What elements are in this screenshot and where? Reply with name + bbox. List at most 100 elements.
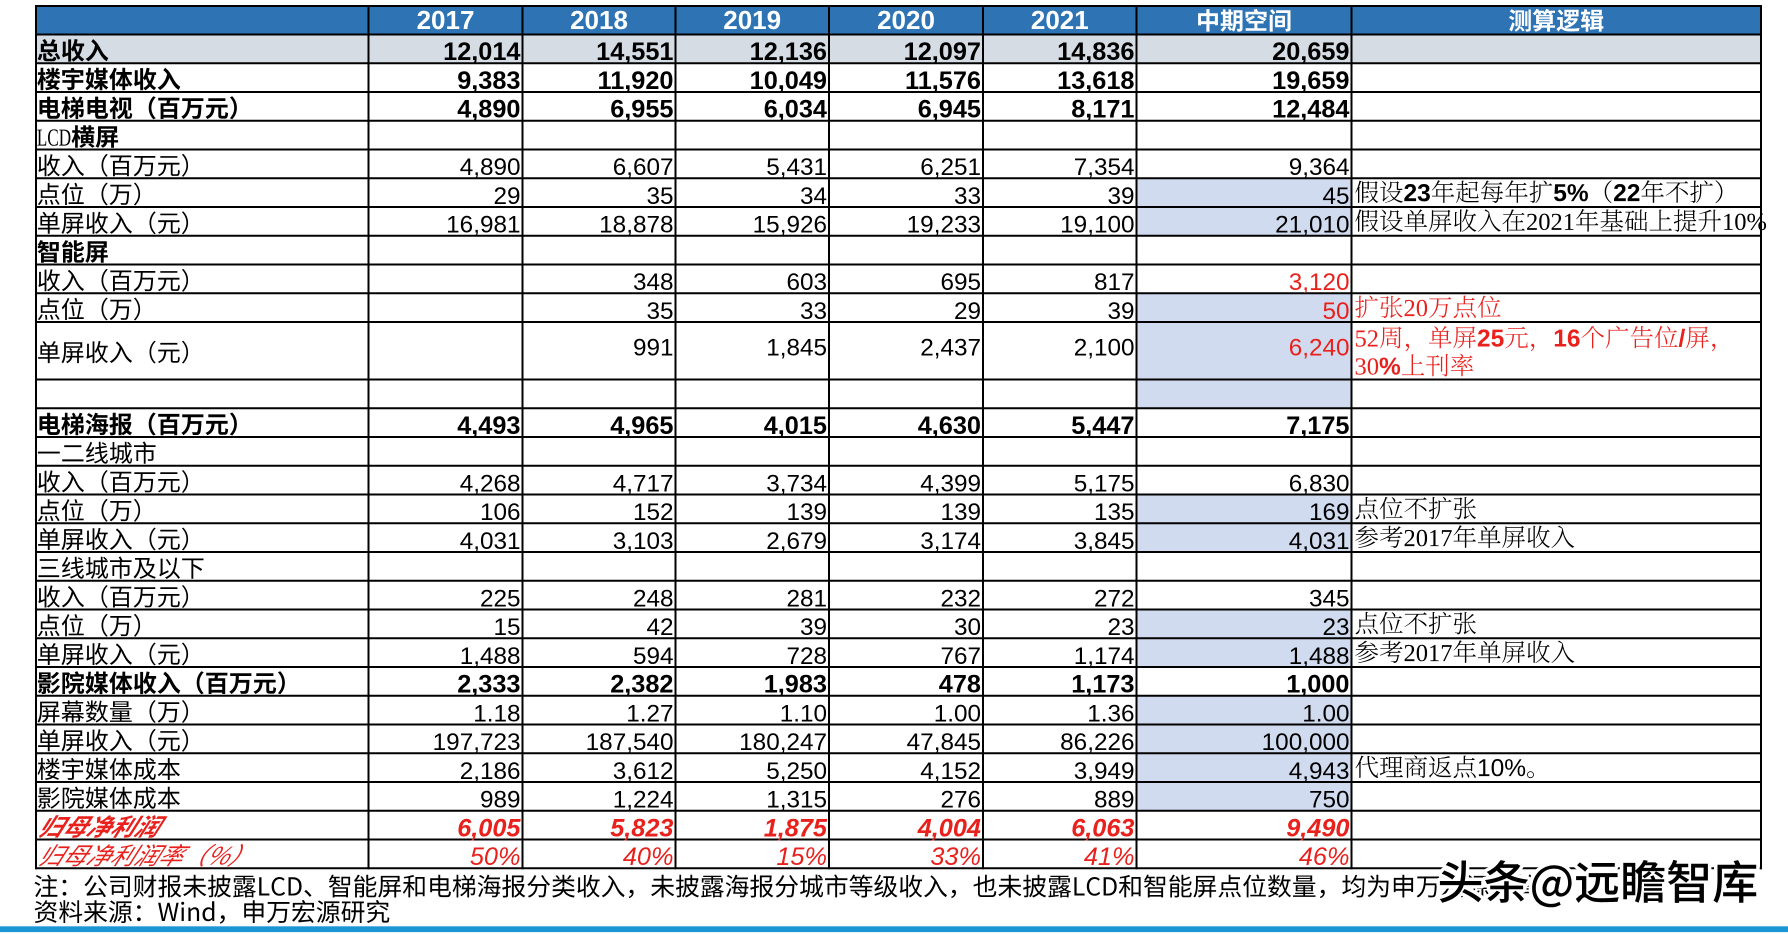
svg-text:5,823: 5,823	[610, 814, 673, 842]
svg-text:6,005: 6,005	[457, 814, 521, 842]
svg-text:4,015: 4,015	[764, 412, 827, 440]
svg-text:1,488: 1,488	[1289, 643, 1350, 670]
svg-text:5,175: 5,175	[1074, 470, 1135, 497]
svg-text:1,845: 1,845	[766, 335, 827, 362]
svg-text:232: 232	[940, 585, 981, 612]
svg-text:187,540: 187,540	[586, 729, 674, 756]
svg-text:169: 169	[1309, 499, 1350, 526]
svg-text:348: 348	[633, 269, 674, 296]
svg-text:1.00: 1.00	[934, 700, 981, 727]
svg-text:2,333: 2,333	[457, 671, 520, 699]
svg-text:1,173: 1,173	[1071, 671, 1134, 699]
svg-text:45: 45	[1322, 183, 1349, 210]
svg-text:152: 152	[633, 499, 674, 526]
svg-text:7,354: 7,354	[1074, 154, 1135, 181]
svg-text:6,251: 6,251	[920, 154, 981, 181]
svg-text:225: 225	[480, 585, 521, 612]
svg-text:1,174: 1,174	[1074, 643, 1135, 670]
svg-text:13,618: 13,618	[1057, 67, 1134, 95]
svg-text:9,490: 9,490	[1286, 814, 1349, 842]
svg-text:197,723: 197,723	[433, 729, 521, 756]
svg-text:33%: 33%	[930, 843, 981, 871]
svg-text:29: 29	[954, 298, 981, 325]
svg-text:41%: 41%	[1084, 843, 1135, 871]
svg-text:9,364: 9,364	[1289, 154, 1350, 181]
svg-text:4,493: 4,493	[457, 412, 520, 440]
svg-text:2020: 2020	[877, 5, 935, 35]
svg-text:18,878: 18,878	[599, 212, 673, 239]
svg-text:180,247: 180,247	[739, 729, 827, 756]
svg-text:19,659: 19,659	[1272, 67, 1349, 95]
svg-text:2019: 2019	[723, 5, 781, 35]
svg-text:1,315: 1,315	[766, 787, 827, 814]
svg-text:14,551: 14,551	[596, 38, 673, 66]
svg-text:4,965: 4,965	[610, 412, 673, 440]
svg-text:47,845: 47,845	[907, 729, 981, 756]
svg-text:4,031: 4,031	[1289, 528, 1350, 555]
svg-text:50%: 50%	[470, 843, 521, 871]
svg-text:2021: 2021	[1031, 5, 1089, 35]
svg-text:6,240: 6,240	[1289, 335, 1350, 362]
svg-text:34: 34	[800, 183, 827, 210]
svg-text:3,103: 3,103	[613, 528, 674, 555]
svg-text:4,268: 4,268	[460, 470, 521, 497]
svg-text:4,004: 4,004	[917, 814, 981, 842]
svg-text:100,000: 100,000	[1262, 729, 1350, 756]
svg-text:3,120: 3,120	[1289, 269, 1350, 296]
svg-text:39: 39	[1107, 298, 1134, 325]
svg-text:3,845: 3,845	[1074, 528, 1135, 555]
svg-text:139: 139	[786, 499, 827, 526]
svg-text:33: 33	[800, 298, 827, 325]
svg-text:33: 33	[954, 183, 981, 210]
svg-text:40%: 40%	[623, 843, 674, 871]
svg-text:21,010: 21,010	[1275, 212, 1349, 239]
svg-text:12,014: 12,014	[443, 38, 520, 66]
svg-text:6,607: 6,607	[613, 154, 674, 181]
svg-text:6,955: 6,955	[610, 96, 673, 124]
svg-text:1,488: 1,488	[460, 643, 521, 670]
svg-text:6,945: 6,945	[918, 96, 981, 124]
svg-text:4,890: 4,890	[457, 96, 520, 124]
svg-text:889: 889	[1094, 787, 1135, 814]
svg-text:39: 39	[1107, 183, 1134, 210]
svg-text:6,830: 6,830	[1289, 470, 1350, 497]
svg-text:695: 695	[940, 269, 981, 296]
svg-text:4,152: 4,152	[920, 758, 981, 785]
svg-text:29: 29	[493, 183, 520, 210]
svg-text:2017: 2017	[417, 5, 475, 35]
svg-text:2,382: 2,382	[610, 671, 673, 699]
svg-text:1,875: 1,875	[764, 814, 828, 842]
svg-text:5,431: 5,431	[766, 154, 827, 181]
svg-text:5,447: 5,447	[1071, 412, 1134, 440]
svg-text:15,926: 15,926	[753, 212, 827, 239]
svg-text:2,437: 2,437	[920, 335, 981, 362]
svg-text:1.18: 1.18	[473, 700, 520, 727]
svg-text:248: 248	[633, 585, 674, 612]
svg-text:39: 39	[800, 614, 827, 641]
svg-text:139: 139	[940, 499, 981, 526]
svg-text:1,000: 1,000	[1286, 671, 1349, 699]
svg-text:135: 135	[1094, 499, 1135, 526]
svg-text:19,100: 19,100	[1060, 212, 1134, 239]
svg-text:276: 276	[940, 787, 981, 814]
svg-text:7,175: 7,175	[1286, 412, 1349, 440]
svg-text:12,097: 12,097	[904, 38, 981, 66]
svg-text:86,226: 86,226	[1060, 729, 1134, 756]
svg-text:1.36: 1.36	[1087, 700, 1134, 727]
svg-text:5,250: 5,250	[766, 758, 827, 785]
svg-text:9,383: 9,383	[457, 67, 520, 95]
svg-text:345: 345	[1309, 585, 1350, 612]
svg-text:23: 23	[1107, 614, 1134, 641]
svg-text:20,659: 20,659	[1272, 38, 1349, 66]
svg-text:750: 750	[1309, 787, 1350, 814]
svg-text:15%: 15%	[776, 843, 827, 871]
svg-text:6,063: 6,063	[1071, 814, 1134, 842]
svg-text:3,174: 3,174	[920, 528, 981, 555]
svg-text:1.00: 1.00	[1302, 700, 1349, 727]
svg-text:42: 42	[646, 614, 673, 641]
svg-text:4,031: 4,031	[460, 528, 521, 555]
svg-text:11,576: 11,576	[905, 67, 981, 95]
svg-text:817: 817	[1094, 269, 1135, 296]
svg-text:728: 728	[786, 643, 827, 670]
svg-text:1,224: 1,224	[613, 787, 674, 814]
